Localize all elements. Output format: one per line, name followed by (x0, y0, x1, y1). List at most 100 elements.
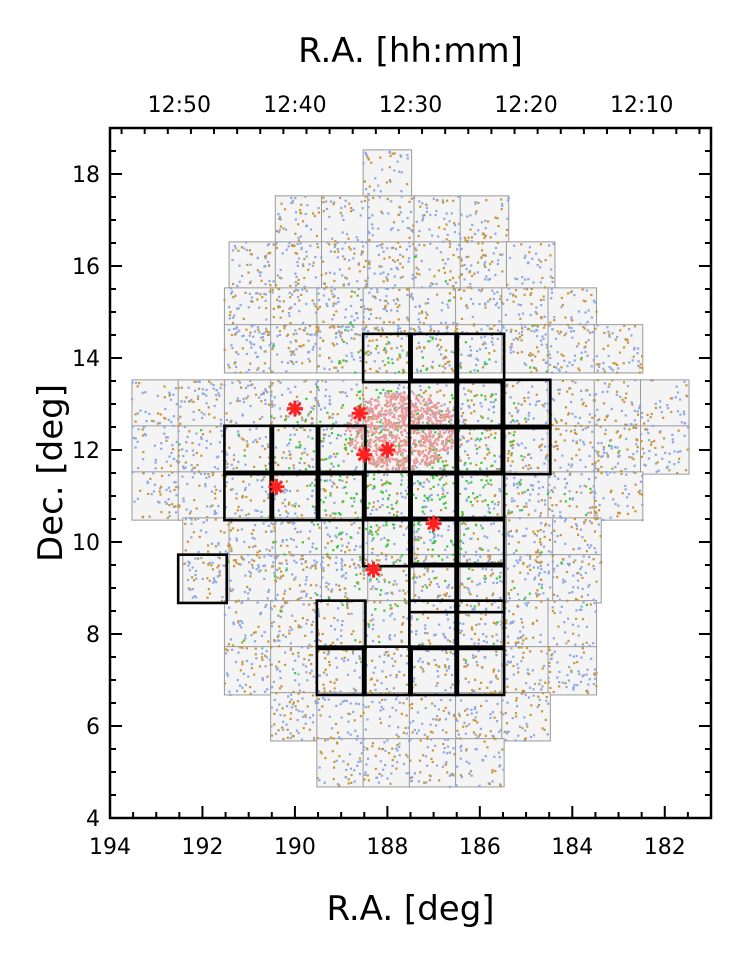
data-point (616, 515, 619, 518)
data-point (210, 471, 214, 474)
data-point (559, 466, 562, 469)
data-point (335, 666, 339, 669)
data-point (267, 403, 271, 406)
data-point (478, 348, 482, 351)
data-point (460, 749, 463, 752)
data-point (505, 383, 509, 386)
data-point (352, 358, 356, 361)
data-point (360, 305, 363, 309)
data-point (521, 689, 524, 692)
data-point (298, 299, 301, 302)
data-point (539, 640, 542, 644)
data-point (411, 273, 415, 276)
data-point (466, 215, 469, 218)
data-point (230, 547, 233, 550)
data-point (315, 234, 319, 238)
data-point (314, 565, 317, 568)
data-point (296, 400, 299, 403)
data-point (606, 390, 609, 393)
data-point (249, 379, 252, 383)
data-point (290, 201, 293, 205)
data-point (191, 476, 194, 479)
data-point (266, 260, 270, 263)
data-point (492, 592, 495, 595)
data-point (405, 602, 408, 605)
data-point (435, 684, 438, 687)
data-point (537, 493, 540, 496)
data-point (415, 368, 419, 371)
data-point (279, 218, 282, 221)
data-point (535, 369, 538, 372)
data-point (533, 330, 536, 333)
data-point (229, 287, 233, 290)
data-point (354, 702, 358, 705)
data-point (682, 413, 686, 416)
data-point (460, 414, 463, 418)
data-point (415, 576, 418, 579)
data-point (138, 382, 141, 385)
data-point (383, 580, 387, 584)
data-point (401, 622, 405, 625)
data-point (528, 686, 532, 689)
data-point (568, 505, 571, 508)
data-point (320, 600, 323, 604)
data-point (539, 266, 542, 269)
data-point (388, 691, 391, 694)
data-point (494, 737, 497, 741)
data-point (431, 360, 434, 363)
data-point (436, 582, 439, 586)
data-point (507, 593, 510, 596)
data-point (330, 289, 333, 292)
data-point (400, 630, 403, 634)
data-point (273, 556, 276, 559)
data-point (487, 278, 490, 281)
data-point (394, 697, 398, 701)
data-point (247, 306, 250, 309)
data-point (534, 310, 537, 314)
data-point (446, 361, 449, 364)
data-point (437, 585, 440, 588)
data-point (175, 494, 178, 497)
data-point (416, 711, 419, 714)
data-point (270, 384, 273, 387)
data-point (489, 555, 492, 558)
data-point (404, 496, 407, 499)
data-point (524, 534, 527, 537)
data-point (398, 742, 401, 745)
data-point (446, 452, 449, 455)
data-point (462, 633, 465, 636)
data-point (303, 451, 306, 454)
data-point (411, 702, 414, 706)
data-point (288, 453, 291, 456)
data-point (491, 289, 494, 292)
data-point (225, 418, 229, 422)
data-point (423, 632, 427, 635)
data-point (190, 469, 194, 472)
data-point (349, 248, 352, 251)
data-point (328, 395, 331, 398)
data-point (243, 247, 246, 250)
data-point (216, 566, 219, 569)
data-point (218, 571, 221, 574)
data-point (237, 621, 240, 624)
data-point (369, 580, 372, 583)
data-point (446, 752, 449, 755)
data-point (345, 533, 348, 536)
data-point (274, 446, 278, 449)
data-point (425, 505, 428, 508)
data-point (473, 410, 476, 413)
data-point (584, 300, 587, 303)
data-point (546, 432, 549, 435)
data-point (516, 338, 520, 341)
data-point (507, 287, 511, 290)
data-point (388, 715, 391, 718)
data-point (493, 324, 496, 327)
data-point (329, 514, 332, 517)
data-point (286, 521, 290, 524)
data-point (332, 324, 335, 327)
data-point (243, 449, 246, 452)
survey-tile (501, 692, 551, 742)
data-point (530, 292, 533, 295)
data-point (148, 412, 151, 415)
data-point (499, 690, 502, 694)
